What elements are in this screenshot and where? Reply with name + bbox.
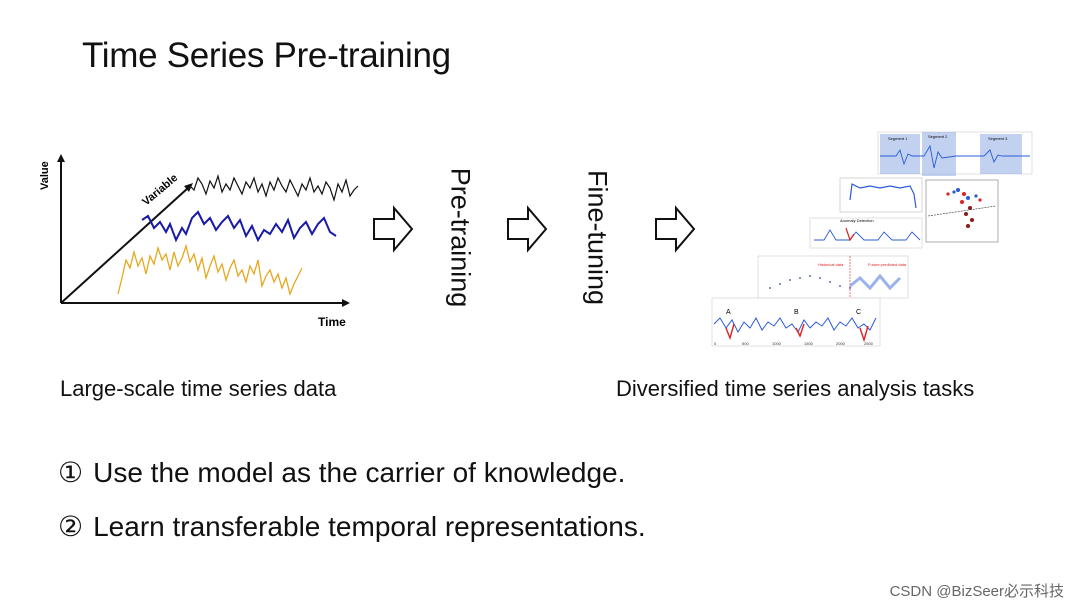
series-orange	[117, 243, 303, 297]
scatter-points	[946, 188, 982, 228]
segment-label: Segment 2	[928, 134, 948, 139]
series-label-a: A	[726, 309, 731, 316]
bullet-text: Use the model as the carrier of knowledg…	[93, 457, 626, 488]
arrow-right-icon	[507, 205, 548, 253]
segment-label: Segment 3	[988, 136, 1008, 141]
forecast-label: Historical data	[818, 262, 844, 267]
svg-text:500: 500	[742, 341, 749, 346]
x-axis-label: Time	[318, 315, 346, 329]
forecast-label: Future predicted data	[868, 262, 907, 267]
left-caption: Large-scale time series data	[60, 376, 337, 401]
step-pretraining: Pre-training	[445, 167, 476, 308]
bullet-text: Learn transferable temporal representati…	[93, 511, 646, 542]
step-finetuning: Fine-tuning	[582, 169, 613, 306]
arrow-right-icon	[373, 205, 414, 253]
tasks-collage: Segment 1 Segment 2 Segment 3 Anomaly De…	[711, 131, 1033, 347]
series-blue	[141, 210, 337, 243]
page-title: Time Series Pre-training	[82, 36, 451, 75]
segment-box	[880, 134, 920, 174]
series-black	[189, 173, 359, 203]
segment-box	[980, 134, 1022, 174]
svg-text:2000: 2000	[836, 341, 846, 346]
x-ticks: 0 500 1000 1500 2000 2500	[714, 341, 874, 346]
forecast-dots	[769, 275, 851, 289]
anomaly-title: Anomaly Detection	[840, 218, 874, 223]
bullet-1: ① Use the model as the carrier of knowled…	[58, 456, 625, 489]
svg-text:1500: 1500	[804, 341, 814, 346]
right-caption: Diversified time series analysis tasks	[616, 376, 975, 401]
segment-label: Segment 1	[888, 136, 908, 141]
svg-text:1000: 1000	[772, 341, 782, 346]
watermark: CSDN @BizSeer必示科技	[889, 583, 1064, 600]
time-series-illustration: Value Time Variable	[39, 154, 359, 329]
series-label-b: B	[794, 309, 799, 316]
z-axis-label: Variable	[140, 172, 180, 208]
series-label-c: C	[856, 309, 861, 316]
bullet-2: ② Learn transferable temporal representat…	[58, 510, 646, 543]
bullet-number: ②	[58, 511, 84, 542]
y-axis-label: Value	[39, 161, 51, 190]
svg-text:2500: 2500	[864, 341, 874, 346]
svg-text:0: 0	[714, 341, 717, 346]
bullet-number: ①	[58, 457, 84, 488]
arrow-right-icon	[655, 205, 696, 253]
